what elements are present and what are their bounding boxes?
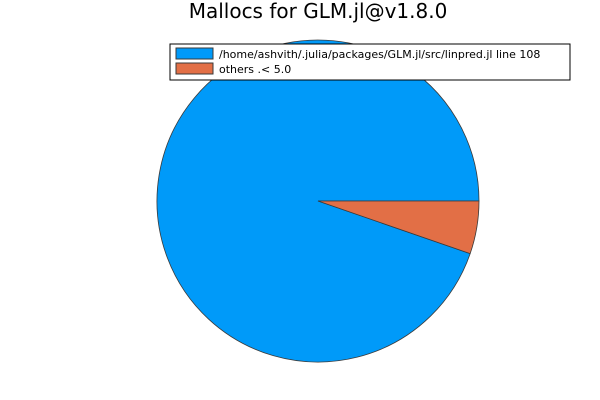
pie-slices [156, 39, 480, 363]
legend: /home/ashvith/.julia/packages/GLM.jl/src… [169, 43, 571, 81]
legend-label-1: others .< 5.0 [219, 63, 291, 76]
pie-slice-1 [317, 200, 480, 255]
legend-box [169, 43, 571, 81]
legend-swatch-0 [175, 47, 214, 60]
chart-title: Mallocs for GLM.jl@v1.8.0 [189, 0, 448, 23]
legend-swatch-1 [175, 62, 214, 75]
legend-label-0: /home/ashvith/.julia/packages/GLM.jl/src… [219, 48, 540, 61]
